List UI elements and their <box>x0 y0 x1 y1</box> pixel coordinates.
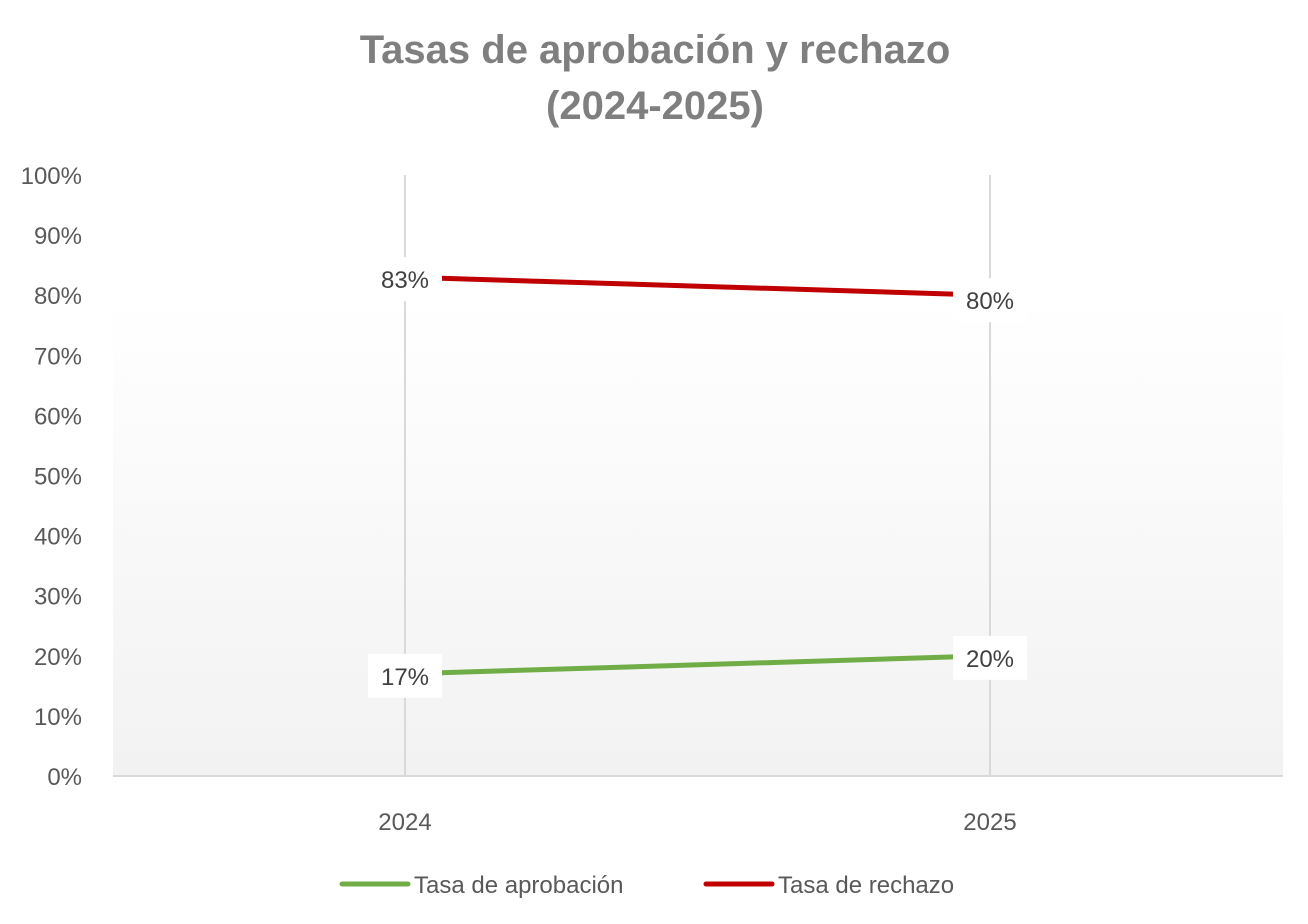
data-label-box <box>953 635 1027 680</box>
data-label: 17% <box>381 664 429 691</box>
plot-area <box>113 175 1283 776</box>
data-label: 20% <box>966 646 1014 673</box>
y-tick-label: 0% <box>47 764 82 791</box>
legend-label: Tasa de aprobación <box>414 872 623 899</box>
data-label-box <box>368 257 442 302</box>
data-label-box <box>953 278 1027 323</box>
y-tick-label: 100% <box>21 163 82 190</box>
y-tick-label: 40% <box>34 524 82 551</box>
legend-label: Tasa de rechazo <box>778 872 954 899</box>
y-tick-label: 30% <box>34 584 82 611</box>
x-tick-label: 2025 <box>963 809 1016 836</box>
y-tick-label: 60% <box>34 403 82 430</box>
y-tick-label: 20% <box>34 644 82 671</box>
data-label: 83% <box>381 267 429 294</box>
chart-title-line-2: (2024-2025) <box>546 84 764 128</box>
y-tick-label: 10% <box>34 704 82 731</box>
chart-title-line-1: Tasas de aprobación y rechazo <box>360 28 951 72</box>
series-line-rechazo <box>404 274 991 298</box>
y-tick-label: 80% <box>34 283 82 310</box>
y-tick-label: 90% <box>34 223 82 250</box>
y-tick-label: 70% <box>34 343 82 370</box>
x-tick-label: 2024 <box>378 809 431 836</box>
data-label-box <box>368 653 442 698</box>
series-line-aprobacion <box>404 653 991 677</box>
data-label: 80% <box>966 288 1014 315</box>
y-tick-label: 50% <box>34 464 82 491</box>
